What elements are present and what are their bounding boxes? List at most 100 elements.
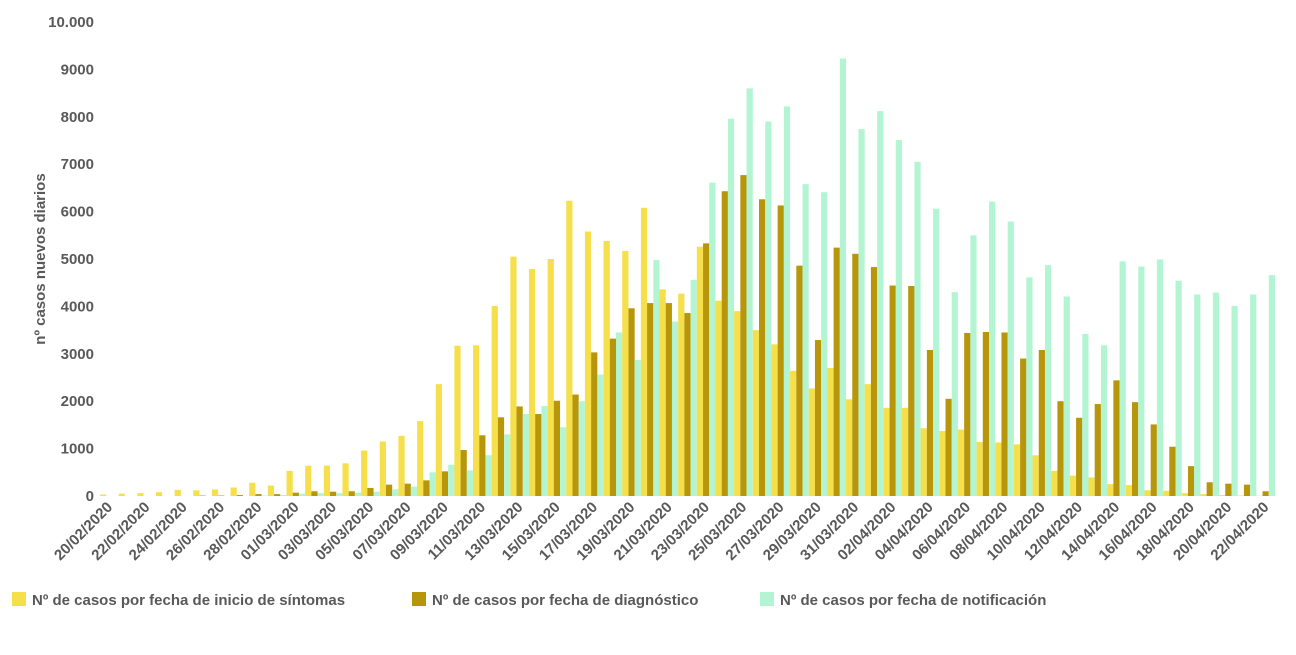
bar [523,414,529,496]
bar [1033,455,1039,496]
y-tick-label: 5000 [61,251,94,268]
bar [249,483,255,496]
bar [622,251,628,496]
y-tick-label: 9000 [61,61,94,78]
bar [1200,494,1206,496]
bar [1207,482,1213,496]
bar [268,486,274,496]
bar [1194,295,1200,496]
bar [492,306,498,496]
bar [995,442,1001,496]
bar [890,286,896,496]
bar [840,58,846,496]
bar [212,489,218,496]
bar [1250,295,1256,496]
bar [964,333,970,496]
bar [684,313,690,496]
bar [740,175,746,496]
bar [237,495,243,496]
bar [448,465,454,496]
y-tick-label: 7000 [61,156,94,173]
bar [653,260,659,496]
bar [846,399,852,496]
bar [722,191,728,496]
legend-label: Nº de casos por fecha de inicio de sínto… [32,592,345,609]
bar [628,308,634,496]
bar [1070,476,1076,496]
bar [591,352,597,496]
bar [678,294,684,496]
bar [411,487,417,496]
bar [175,490,181,496]
bar [417,421,423,496]
bar [1231,306,1237,496]
bar [647,303,653,496]
bar [405,484,411,496]
bar [703,243,709,496]
bar [784,106,790,496]
bar [952,292,958,496]
bar [834,248,840,496]
bar [255,494,261,496]
bar [1144,490,1150,496]
bar [871,267,877,496]
bar [672,322,678,496]
bar [1014,444,1020,496]
bar [1020,359,1026,496]
legend-swatch [12,592,26,606]
y-tick-label: 1000 [61,441,94,458]
bar [1120,261,1126,496]
bar [299,494,305,496]
bar [355,493,361,496]
bar [541,406,547,496]
bar [958,430,964,496]
bar [1101,345,1107,496]
bar [1113,380,1119,496]
bar [728,119,734,496]
bar [1213,293,1219,496]
bar [827,368,833,496]
bar [1088,478,1094,496]
bar [765,122,771,496]
bar [666,303,672,496]
bar [790,371,796,496]
bar [1082,334,1088,496]
bar [597,375,603,496]
bar [759,199,765,496]
y-tick-label: 3000 [61,346,94,363]
y-tick-label: 0 [86,488,94,505]
bar [1188,466,1194,496]
bar [467,470,473,496]
bar [100,495,106,496]
bar [753,330,759,496]
bar [660,289,666,496]
bar [479,435,485,496]
bar [1107,484,1113,496]
bar [933,209,939,496]
bar [579,401,585,496]
bar [442,471,448,496]
bar [374,492,380,496]
bar [510,257,516,496]
legend-label: Nº de casos por fecha de notificación [780,592,1046,609]
bar [1138,267,1144,496]
bar [398,436,404,496]
bar [336,493,342,496]
bar [939,431,945,496]
legend-swatch [412,592,426,606]
bar [604,241,610,496]
bar [809,388,815,496]
bar [349,491,355,496]
bar [193,490,199,496]
bar [877,111,883,496]
bar [566,201,572,496]
bar [908,286,914,496]
legend-label: Nº de casos por fecha de diagnóstico [432,592,698,609]
bar [1039,350,1045,496]
y-tick-label: 4000 [61,298,94,315]
bar [529,269,535,496]
bar [423,480,429,496]
bar [554,401,560,496]
bar [535,414,541,496]
